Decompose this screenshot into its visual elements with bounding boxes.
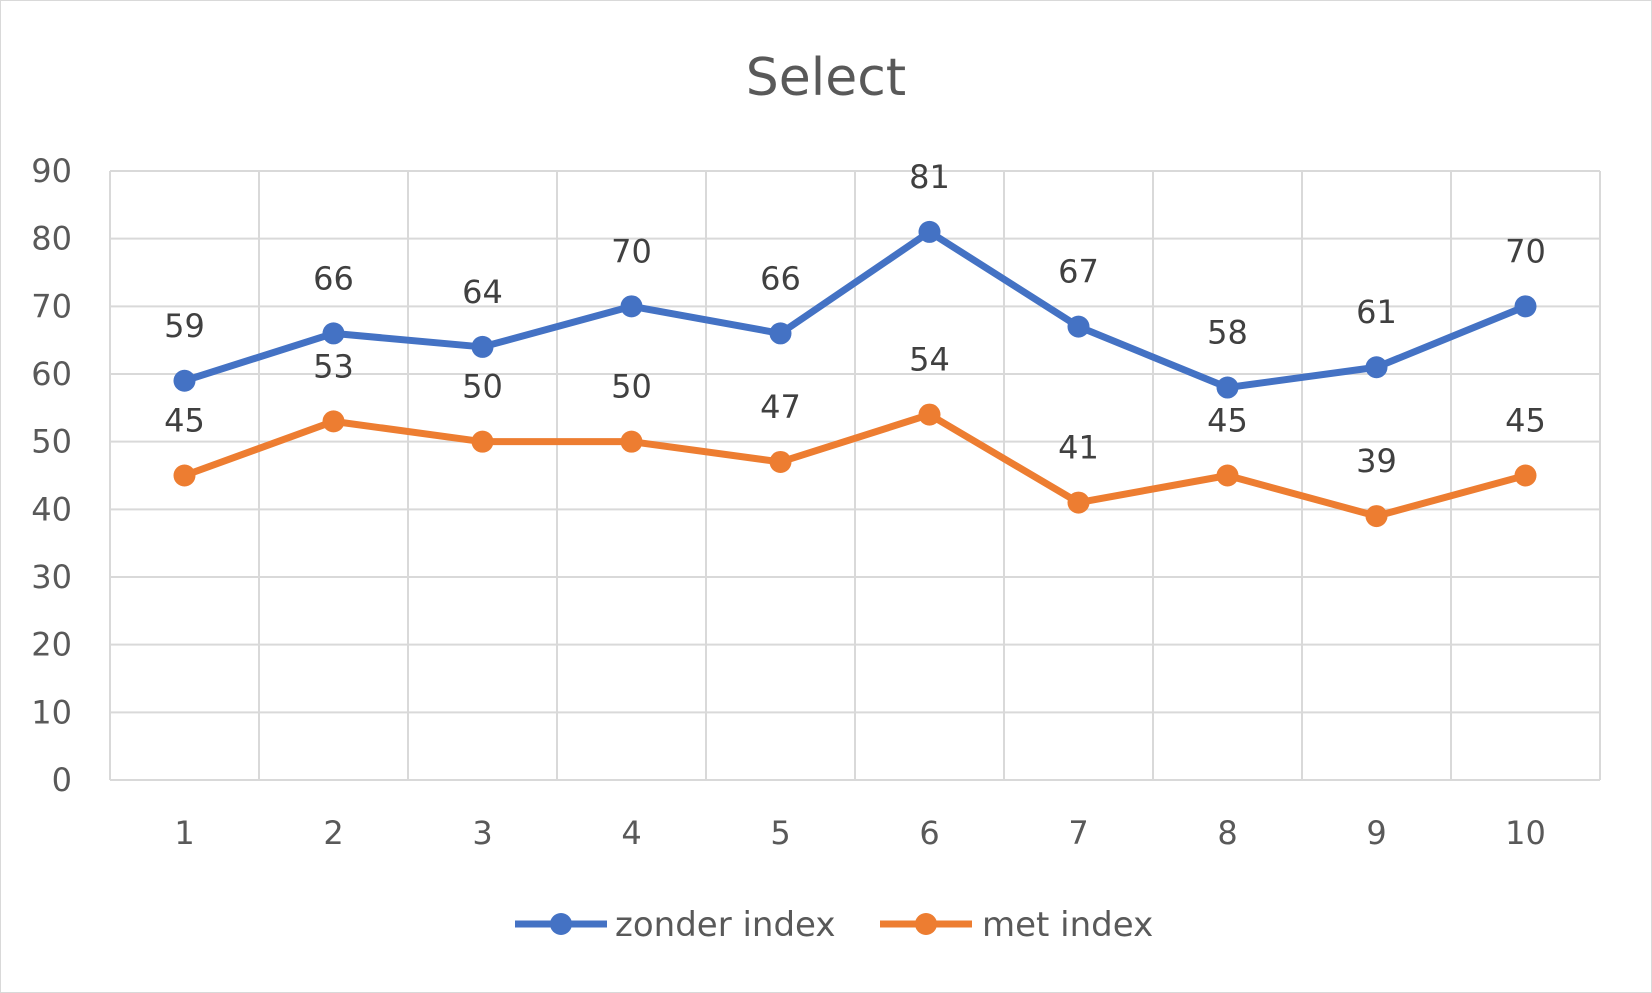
y-axis: 0 10 20 30 40 50 60 70 80 90 [31, 152, 72, 799]
data-point-met-index-7 [1067, 491, 1090, 514]
x-tick-label-2: 2 [323, 814, 343, 852]
y-tick-label-0: 0 [52, 761, 72, 799]
data-point-met-index-4 [620, 430, 643, 453]
data-label-zonder-index-5: 66 [760, 259, 801, 297]
data-point-zonder-index-7 [1067, 315, 1090, 338]
data-point-met-index-10 [1514, 464, 1537, 487]
data-labels: 59 66 64 70 66 81 67 58 61 70 45 53 50 50 47 54 41 45 39 45 [164, 158, 1546, 480]
series-line-met-index [183, 411, 1527, 520]
x-tick-label-7: 7 [1068, 814, 1088, 852]
data-label-met-index-10: 45 [1505, 402, 1546, 440]
y-tick-label-10: 10 [31, 693, 72, 731]
data-point-zonder-index-6 [918, 220, 941, 243]
y-tick-label-40: 40 [31, 490, 72, 528]
x-tick-label-3: 3 [472, 814, 492, 852]
data-label-met-index-3: 50 [462, 368, 503, 406]
data-point-zonder-index-1 [173, 369, 196, 392]
data-label-met-index-2: 53 [313, 347, 354, 385]
data-label-zonder-index-8: 58 [1207, 314, 1248, 352]
data-label-zonder-index-10: 70 [1505, 232, 1546, 270]
x-tick-label-10: 10 [1505, 814, 1546, 852]
data-label-met-index-4: 50 [611, 368, 652, 406]
data-label-zonder-index-4: 70 [611, 232, 652, 270]
y-tick-label-90: 90 [31, 152, 72, 190]
data-point-zonder-index-10 [1514, 295, 1537, 318]
data-label-zonder-index-3: 64 [462, 273, 503, 311]
legend-marker-met-index [915, 913, 937, 935]
x-tick-label-5: 5 [770, 814, 790, 852]
data-point-zonder-index-5 [769, 322, 792, 345]
legend-label-zonder-index: zonder index [615, 905, 836, 945]
data-label-zonder-index-2: 66 [313, 259, 354, 297]
y-tick-label-70: 70 [31, 287, 72, 325]
x-axis: 1 2 3 4 5 6 7 8 9 10 [110, 779, 1600, 852]
data-point-met-index-8 [1216, 464, 1239, 487]
data-point-zonder-index-8 [1216, 376, 1239, 399]
legend: zonder index met index [515, 905, 1153, 945]
data-point-zonder-index-9 [1365, 356, 1388, 379]
data-point-met-index-6 [918, 403, 941, 426]
data-label-met-index-9: 39 [1356, 442, 1397, 480]
data-point-met-index-3 [471, 430, 494, 453]
data-point-met-index-1 [173, 464, 196, 487]
data-point-met-index-5 [769, 450, 792, 473]
data-point-zonder-index-4 [620, 295, 643, 318]
x-tick-label-8: 8 [1217, 814, 1237, 852]
y-tick-label-60: 60 [31, 355, 72, 393]
data-label-zonder-index-6: 81 [909, 158, 950, 196]
data-label-met-index-7: 41 [1058, 429, 1099, 467]
data-label-zonder-index-1: 59 [164, 307, 205, 345]
legend-marker-zonder-index [550, 913, 572, 935]
data-label-met-index-8: 45 [1207, 402, 1248, 440]
chart-title: Select [746, 48, 906, 108]
x-tick-label-6: 6 [919, 814, 939, 852]
data-point-zonder-index-3 [471, 335, 494, 358]
legend-label-met-index: met index [982, 905, 1153, 945]
y-tick-label-20: 20 [31, 626, 72, 664]
data-label-met-index-1: 45 [164, 402, 205, 440]
data-label-met-index-6: 54 [909, 341, 950, 379]
series-line-zonder-index [183, 228, 1527, 392]
data-label-met-index-5: 47 [760, 388, 801, 426]
series-layer [173, 220, 1537, 528]
data-label-zonder-index-9: 61 [1356, 293, 1397, 331]
y-tick-label-50: 50 [31, 423, 72, 461]
x-tick-label-9: 9 [1366, 814, 1386, 852]
y-tick-label-30: 30 [31, 558, 72, 596]
data-point-zonder-index-2 [322, 322, 345, 345]
x-tick-label-4: 4 [621, 814, 641, 852]
data-label-zonder-index-7: 67 [1058, 253, 1099, 291]
y-tick-label-80: 80 [31, 220, 72, 258]
data-point-met-index-2 [322, 410, 345, 433]
data-point-met-index-9 [1365, 505, 1388, 528]
x-tick-label-1: 1 [174, 814, 194, 852]
